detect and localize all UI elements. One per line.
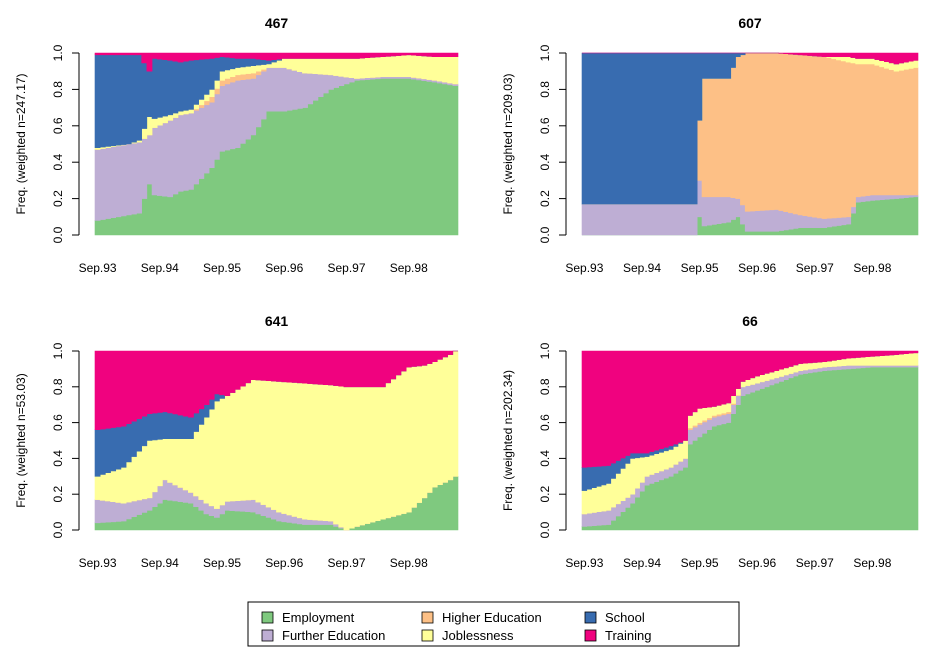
y-tick-label: 0.6 <box>51 117 65 134</box>
x-tick-label: Sep.96 <box>265 556 303 570</box>
legend-label-school: School <box>605 610 645 625</box>
band-training <box>94 52 459 72</box>
y-tick-label: 0.2 <box>51 486 65 503</box>
x-tick-label: Sep.97 <box>327 556 365 570</box>
y-tick-label: 0.6 <box>51 414 65 431</box>
y-tick-label: 0.4 <box>51 450 65 467</box>
y-tick-label: 0.6 <box>538 414 552 431</box>
y-tick-label: 0.0 <box>51 226 65 243</box>
chart-panel-641: 641 0.0 0.2 0.4 0.6 0.8 1.0 Freq. (weighted n=5… <box>14 313 459 570</box>
y-tick-label: 0.8 <box>538 378 552 395</box>
x-tick-label: Sep.97 <box>327 261 365 275</box>
legend-swatch-training <box>584 629 597 642</box>
y-tick-label: 1.0 <box>51 44 65 61</box>
y-axis-title: Freq. (weighted n=53.03) <box>14 373 28 507</box>
x-tick-label: Sep.94 <box>623 556 661 570</box>
chart-panel-467: 467 0.0 0.2 0.4 0.6 0.8 1.0 Freq. (weighted n=2… <box>14 15 459 275</box>
band-training <box>582 52 919 65</box>
y-tick-label: 0.4 <box>538 154 552 171</box>
x-tick-label: Sep.96 <box>265 261 303 275</box>
x-tick-label: Sep.96 <box>738 261 776 275</box>
y-tick-label: 0.6 <box>538 117 552 134</box>
x-tick-label: Sep.93 <box>565 261 603 275</box>
x-tick-label: Sep.93 <box>79 261 117 275</box>
chart-title: 607 <box>738 15 762 31</box>
x-tick-label: Sep.98 <box>853 261 891 275</box>
x-tick-label: Sep.98 <box>390 556 428 570</box>
x-tick-label: Sep.97 <box>796 556 834 570</box>
y-tick-label: 0.0 <box>538 521 552 538</box>
chart-title: 66 <box>742 313 758 329</box>
y-tick-label: 0.8 <box>538 81 552 98</box>
x-tick-label: Sep.95 <box>681 556 719 570</box>
y-tick-label: 0.0 <box>51 521 65 538</box>
chart-panel-66: 66 0.0 0.2 0.4 0.6 0.8 1.0 Freq. (weighted n=20… <box>501 313 919 570</box>
x-tick-label: Sep.94 <box>141 261 179 275</box>
legend-label-employment: Employment <box>282 610 355 625</box>
y-tick-label: 0.0 <box>538 226 552 243</box>
y-tick-label: 0.2 <box>538 190 552 207</box>
legend-swatch-school <box>584 611 597 624</box>
y-tick-label: 0.8 <box>51 81 65 98</box>
band-training <box>581 350 919 468</box>
legend-swatch-higher-education <box>421 611 434 624</box>
chart-panel-607: 607 0.0 0.2 0.4 0.6 0.8 1.0 Freq. (weighted n=2… <box>501 15 919 275</box>
x-tick-label: Sep.94 <box>141 556 179 570</box>
chart-title: 467 <box>265 15 289 31</box>
y-tick-label: 0.8 <box>51 378 65 395</box>
y-tick-label: 1.0 <box>538 44 552 61</box>
legend-swatch-joblessness <box>421 629 434 642</box>
y-tick-label: 1.0 <box>51 342 65 359</box>
y-tick-label: 0.4 <box>51 154 65 171</box>
legend-label-training: Training <box>605 628 651 643</box>
panels: 467 0.0 0.2 0.4 0.6 0.8 1.0 Freq. (weighted n=2… <box>14 15 919 570</box>
chart-title: 641 <box>265 313 289 329</box>
y-tick-label: 1.0 <box>538 342 552 359</box>
y-tick-label: 0.2 <box>538 486 552 503</box>
legend-swatch-employment <box>261 611 274 624</box>
x-tick-label: Sep.96 <box>738 556 776 570</box>
x-tick-label: Sep.95 <box>681 261 719 275</box>
y-tick-label: 0.2 <box>51 190 65 207</box>
legend-box <box>247 601 740 647</box>
x-tick-label: Sep.98 <box>390 261 428 275</box>
x-tick-label: Sep.97 <box>796 261 834 275</box>
legend: Employment Further Education Higher Educ… <box>247 601 740 647</box>
legend-label-further-education: Further Education <box>282 628 385 643</box>
x-tick-label: Sep.95 <box>203 261 241 275</box>
x-tick-label: Sep.94 <box>623 261 661 275</box>
x-tick-label: Sep.98 <box>853 556 891 570</box>
legend-swatch-further-education <box>261 629 274 642</box>
y-tick-label: 0.4 <box>538 450 552 467</box>
x-tick-label: Sep.95 <box>203 556 241 570</box>
y-axis-title: Freq. (weighted n=247.17) <box>14 73 28 214</box>
y-axis-title: Freq. (weighted n=202.34) <box>501 370 515 511</box>
legend-label-higher-education: Higher Education <box>442 610 542 625</box>
y-axis-title: Freq. (weighted n=209.03) <box>501 73 515 214</box>
x-tick-label: Sep.93 <box>565 556 603 570</box>
x-tick-label: Sep.93 <box>79 556 117 570</box>
band-training <box>94 350 458 431</box>
legend-label-joblessness: Joblessness <box>442 628 514 643</box>
